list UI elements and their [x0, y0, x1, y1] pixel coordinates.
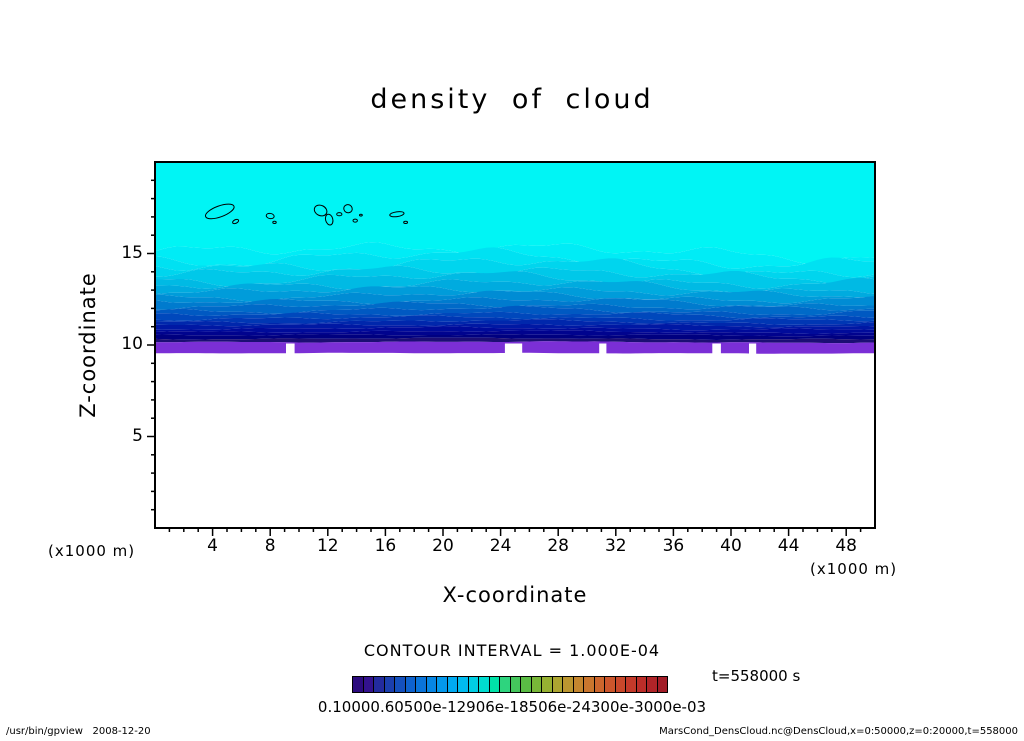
contour-line-scribble [336, 212, 343, 217]
colorbar-segment [500, 677, 511, 692]
z-tick-label: 15 [121, 242, 143, 263]
colorbar-segment [594, 677, 605, 692]
x-tick-label: 40 [720, 536, 742, 556]
colorbar-segment [363, 677, 374, 692]
colorbar-segment [489, 677, 500, 692]
z-tick-label: 10 [121, 334, 143, 354]
contour-line-scribble [313, 204, 328, 217]
colorbar-segment [615, 677, 626, 692]
contour-fill-group [155, 162, 875, 356]
colorbar-segment [447, 677, 458, 692]
colorbar-segment [531, 677, 542, 692]
contour-line-scribble [389, 211, 405, 218]
contour-line-scribble [343, 204, 353, 214]
colorbar-segment [426, 677, 437, 692]
colorbar-segment [384, 677, 395, 692]
x-tick-label: 24 [489, 536, 512, 556]
contour-line-scribble [403, 220, 409, 224]
colorbar-segment [510, 677, 521, 692]
colorbar-segment [573, 677, 584, 692]
x-tick-label: 32 [604, 536, 627, 556]
contour-line-scribble [324, 213, 334, 226]
colorbar-segment [468, 677, 479, 692]
colorbar-segment [374, 677, 385, 692]
chart-title: density of cloud [370, 84, 654, 115]
colorbar-segment [395, 677, 406, 692]
x-axis-units-label: (x1000 m) [810, 560, 898, 578]
footer-command-text: /usr/bin/gpview 2008-12-20 [6, 726, 151, 737]
x-axis-label: X-coordinate [442, 583, 588, 607]
x-tick-label: 20 [432, 536, 454, 556]
colorbar-segment [636, 677, 647, 692]
colorbar-segment [605, 677, 616, 692]
colorbar-segment [657, 677, 667, 692]
y-axis-units-label: (x1000 m) [48, 542, 136, 560]
colorbar-segment [437, 677, 448, 692]
colorbar-segment [416, 677, 427, 692]
x-tick-label: 48 [835, 536, 857, 556]
colorbar-segment [542, 677, 553, 692]
x-tick-label: 4 [207, 536, 218, 556]
contour-line-scribble [265, 212, 275, 220]
contour-line-scribble [204, 203, 235, 220]
x-tick-label: 16 [374, 536, 397, 556]
colorbar-segment [563, 677, 574, 692]
x-tick-label: 36 [662, 536, 685, 556]
colorbar-tick-labels: 0.10000.60500e-12906e-18506e-24300e-3000… [317, 698, 707, 716]
colorbar-segment [584, 677, 595, 692]
colorbar-segment [626, 677, 637, 692]
colorbar-segment [405, 677, 416, 692]
colorbar-segment [552, 677, 563, 692]
x-tick-label: 28 [547, 536, 569, 556]
x-tick-label: 44 [777, 536, 800, 556]
x-tick-label: 12 [316, 536, 339, 556]
colorbar-segment [647, 677, 658, 692]
y-axis-label: Z-coordinate [76, 272, 100, 418]
contour-line-scribble [232, 218, 240, 225]
time-label: t=558000 s [712, 667, 801, 685]
colorbar-segment [458, 677, 469, 692]
colorbar-segment [521, 677, 532, 692]
colorbar-segment [353, 677, 364, 692]
plot-frame [154, 161, 876, 529]
z-tick-label: 5 [132, 425, 143, 446]
colorbar [352, 676, 668, 693]
contour-line-scribble [272, 220, 277, 224]
footer-dataset-text: MarsCond_DensCloud.nc@DensCloud,x=0:5000… [659, 726, 1018, 737]
contour-interval-label: CONTOUR INTERVAL = 1.000E-04 [363, 641, 661, 660]
colorbar-segment [479, 677, 490, 692]
contour-line-scribble [359, 213, 363, 217]
contour-line-scribble [352, 218, 358, 223]
x-tick-label: 8 [264, 536, 276, 556]
